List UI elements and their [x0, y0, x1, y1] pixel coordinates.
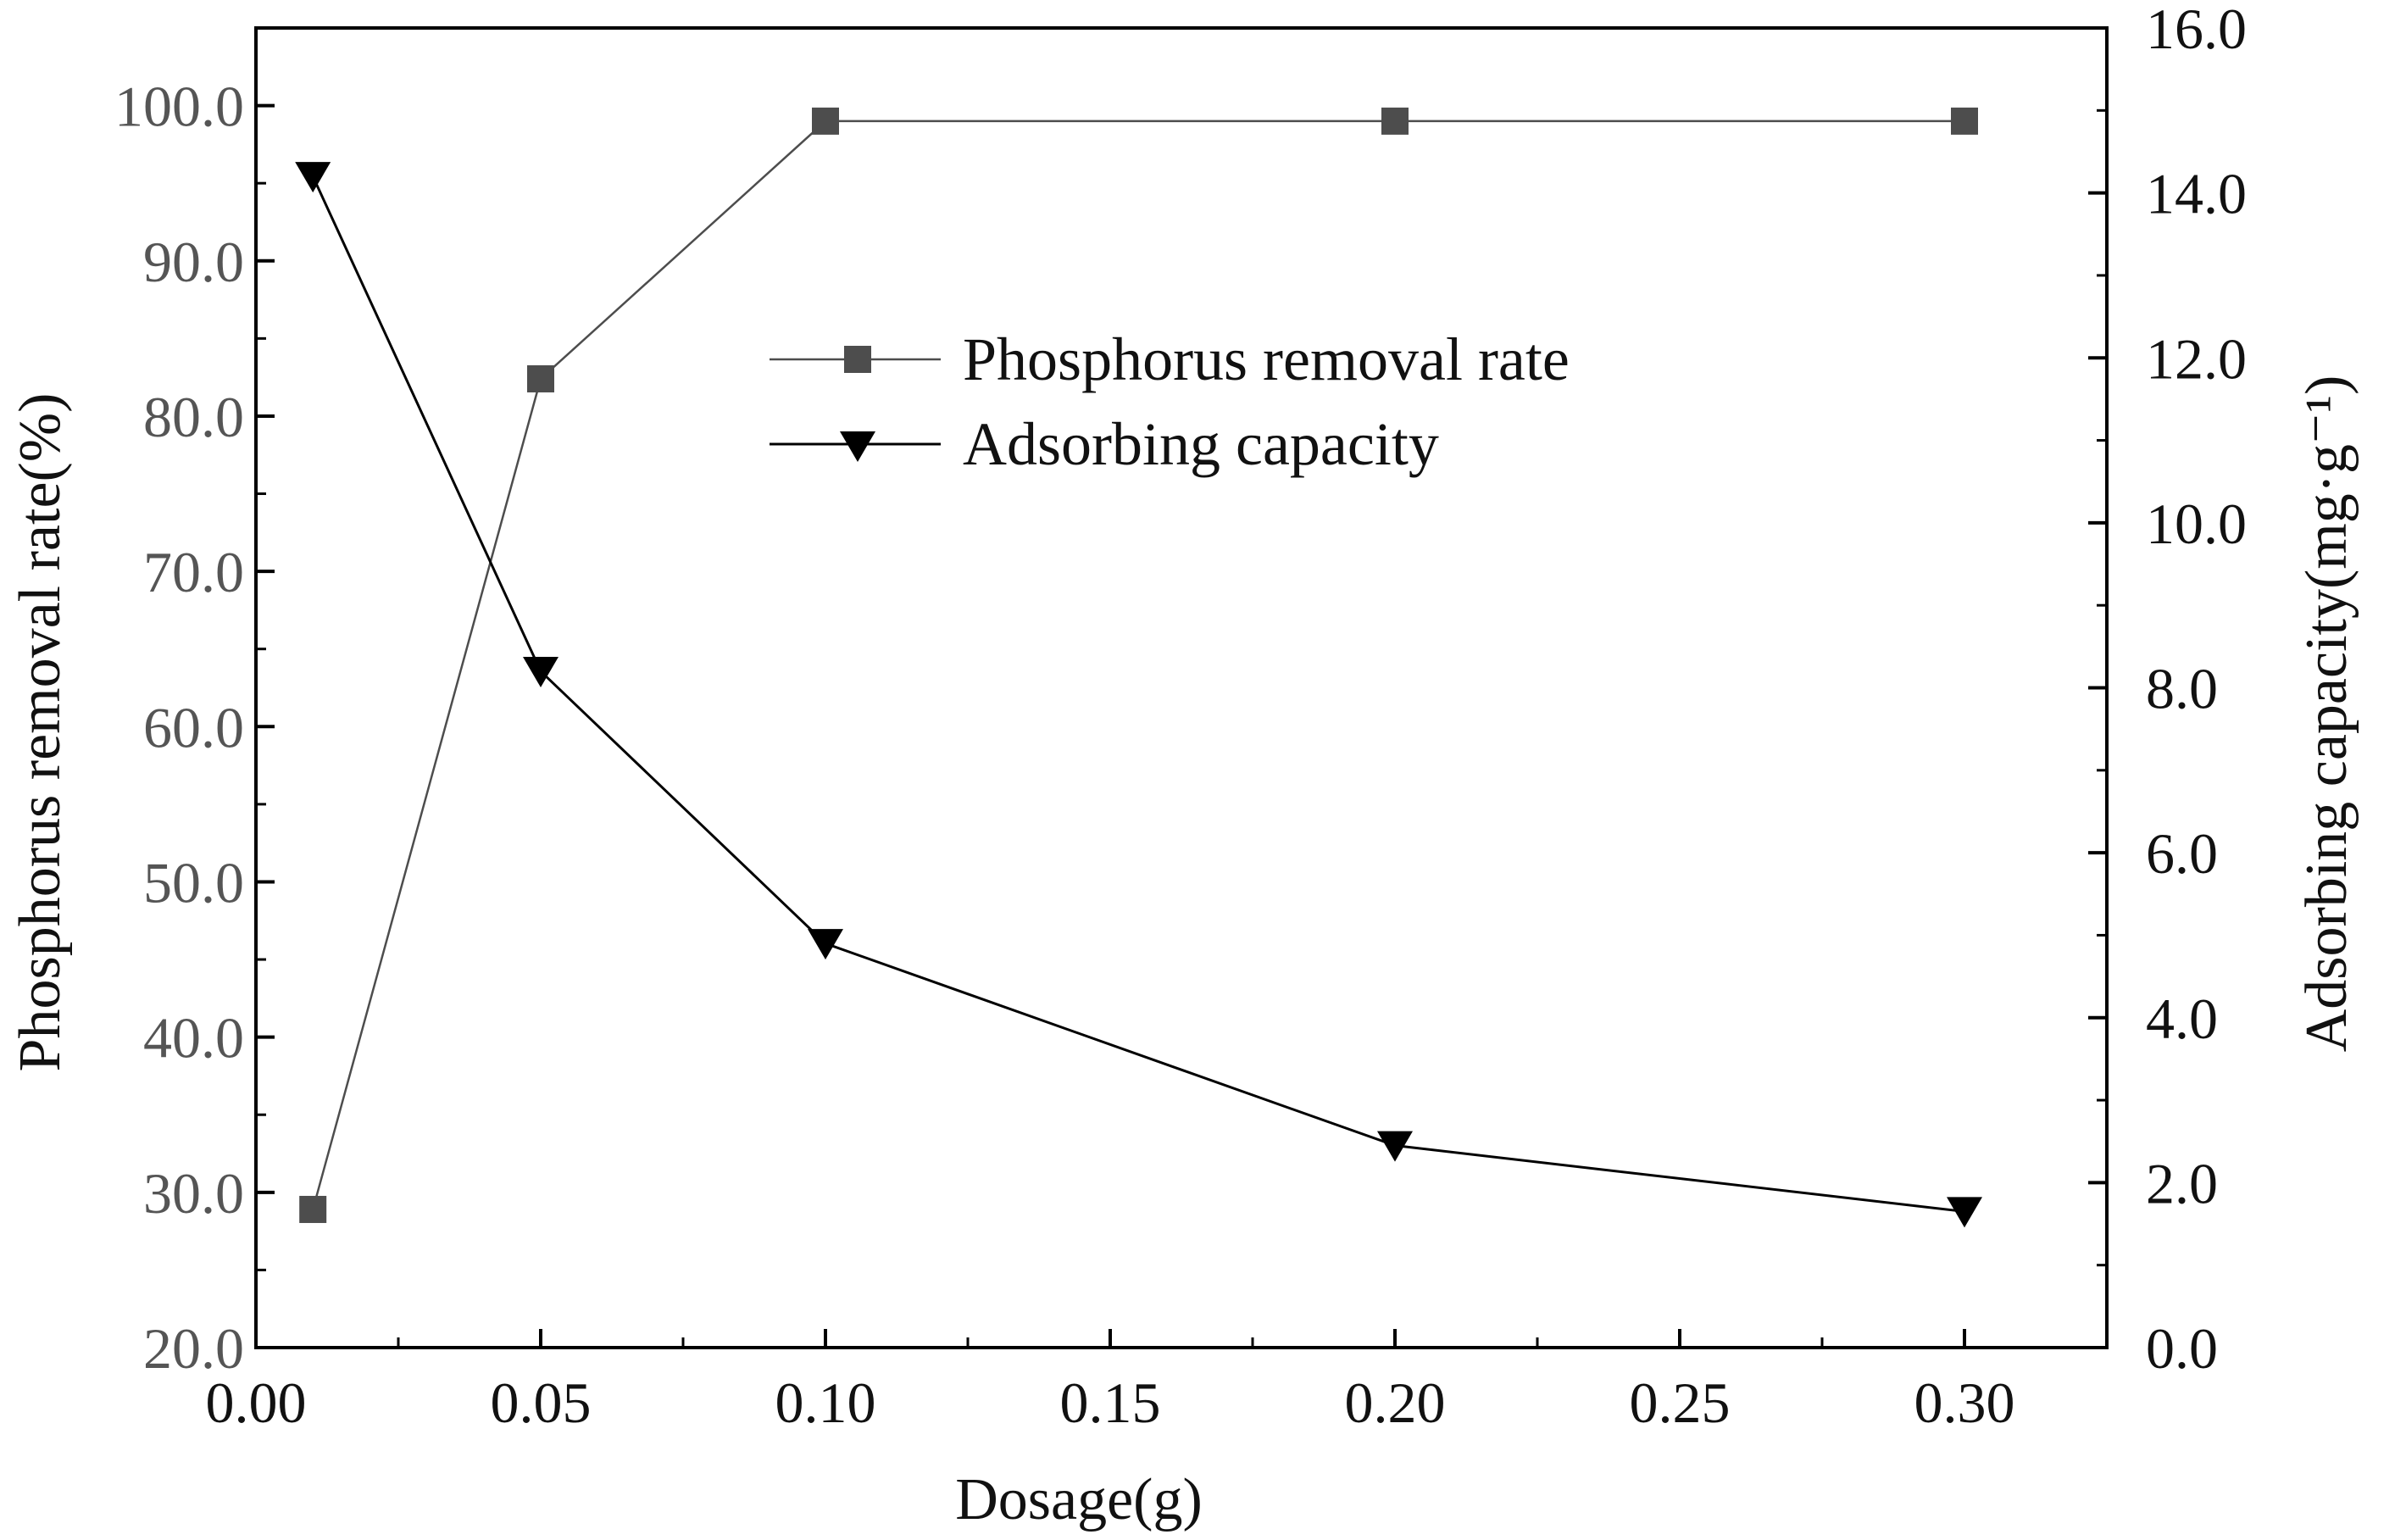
y-right-tick-label: 2.0: [2146, 1151, 2218, 1215]
y-left-tick-label: 30.0: [143, 1161, 244, 1226]
y-axis-left-title: Phosphorus removal rate(%): [8, 393, 73, 1072]
series-layer: [295, 107, 1982, 1228]
y-right-tick-label: 0.0: [2146, 1316, 2218, 1381]
x-axis-title: Dosage(g): [955, 1467, 1203, 1532]
y-right-tick-label: 6.0: [2146, 821, 2218, 886]
legend-label: Phosphorus removal rate: [963, 325, 1570, 393]
y-left-tick-label: 40.0: [143, 1006, 244, 1070]
y-right-tick-label: 4.0: [2146, 987, 2218, 1051]
y-right-tick-label: 10.0: [2146, 492, 2247, 556]
y-left-tick-label: 20.0: [143, 1316, 244, 1381]
y-left-tick-label: 100.0: [114, 75, 244, 139]
x-axis: 0.00 0.05 0.10 0.15 0.20 0.25 0.30: [206, 1329, 2109, 1435]
y-axis-left: 20.0 30.0 40.0 50.0 60.0 70.0 80.0 90.0 100.0: [114, 75, 275, 1381]
y-left-tick-label: 60.0: [143, 695, 244, 759]
series-adsorbing-capacity: [295, 162, 1982, 1228]
legend: Phosphorus removal rate Adsorbing capacit…: [770, 325, 1570, 478]
y-axis-right-title: Adsorbing capacity(mg·g⁻¹): [2294, 375, 2359, 1053]
legend-label: Adsorbing capacity: [963, 410, 1439, 478]
x-tick-label: 0.10: [775, 1370, 876, 1435]
data-point-square: [1951, 107, 1978, 135]
y-right-tick-label: 8.0: [2146, 657, 2218, 721]
data-point-square: [812, 107, 839, 135]
series-line: [311, 120, 1964, 1210]
legend-marker-triangle: [840, 431, 875, 462]
data-point-triangle: [808, 929, 843, 960]
data-point-square: [527, 364, 554, 392]
legend-item: Adsorbing capacity: [770, 410, 1439, 478]
plot-frame: [254, 26, 2109, 1349]
y-left-tick-label: 80.0: [143, 385, 244, 449]
data-point-square: [1381, 107, 1409, 135]
data-point-triangle: [523, 657, 558, 688]
legend-item: Phosphorus removal rate: [770, 325, 1570, 393]
x-tick-label: 0.20: [1345, 1370, 1446, 1435]
y-right-tick-label: 12.0: [2146, 326, 2247, 391]
y-right-tick-label: 16.0: [2146, 0, 2247, 61]
y-left-tick-label: 50.0: [143, 850, 244, 915]
x-tick-label: 0.00: [206, 1370, 307, 1435]
data-point-triangle: [295, 162, 331, 193]
x-tick-label: 0.15: [1060, 1370, 1161, 1435]
data-point-triangle: [1377, 1131, 1413, 1162]
x-tick-label: 0.05: [491, 1370, 592, 1435]
y-left-tick-label: 90.0: [143, 230, 244, 294]
legend-marker-square: [844, 346, 871, 373]
x-tick-label: 0.30: [1914, 1370, 2015, 1435]
data-point-square: [299, 1195, 327, 1223]
plot-border: [254, 26, 2109, 1349]
data-point-triangle: [1947, 1197, 1982, 1228]
y-axis-right: 0.0 2.0 4.0 6.0 8.0 10.0 12.0 14.0 16.0: [2088, 0, 2247, 1381]
y-right-tick-label: 14.0: [2146, 162, 2247, 226]
series-phosphorus-removal-rate: [299, 107, 1978, 1223]
x-tick-label: 0.25: [1630, 1370, 1731, 1435]
y-left-tick-label: 70.0: [143, 540, 244, 604]
